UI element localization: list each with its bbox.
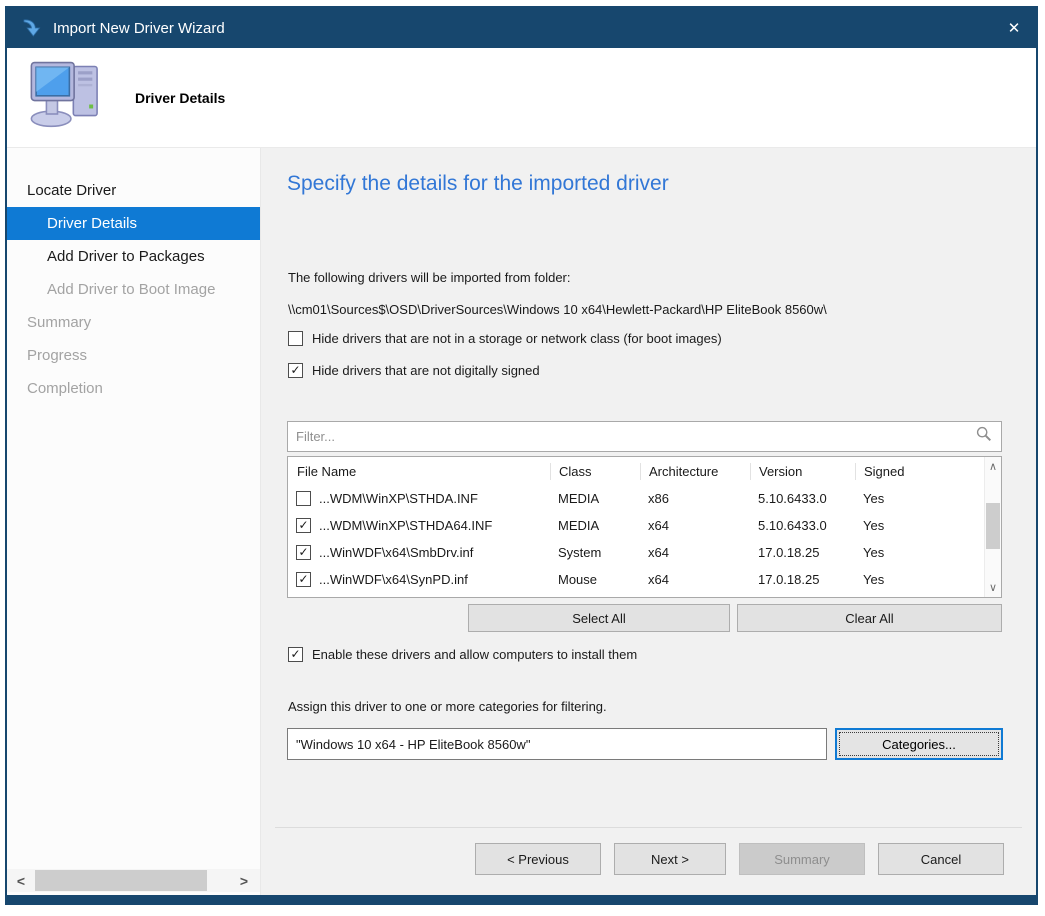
scrollbar-thumb[interactable] <box>986 503 1000 549</box>
nav-item-progress: Progress <box>27 347 88 364</box>
title-bar: Import New Driver Wizard ✕ <box>7 8 1036 48</box>
cell-signed: Yes <box>863 491 885 506</box>
column-header-class[interactable]: Class <box>550 462 640 480</box>
cell-version: 17.0.18.25 <box>758 572 820 587</box>
hide-unsigned-label: Hide drivers that are not digitally sign… <box>312 363 540 378</box>
clear-all-button[interactable]: Clear All <box>737 604 1002 632</box>
cell-architecture: x64 <box>648 572 669 587</box>
scrollbar-right-icon[interactable]: > <box>239 872 249 889</box>
wizard-window: Import New Driver Wizard ✕ Driver Detail… <box>5 6 1038 905</box>
hide-storage-checkbox[interactable] <box>288 331 303 346</box>
page-title: Driver Details <box>135 89 226 106</box>
page-heading: Specify the details for the imported dri… <box>287 172 669 195</box>
wizard-body: Locate Driver Driver Details Add Driver … <box>7 148 1036 895</box>
table-row[interactable]: ...WinWDF\x64\SynPD.inf Mouse x64 17.0.1… <box>288 566 1001 593</box>
close-icon[interactable]: ✕ <box>1007 20 1021 37</box>
previous-button[interactable]: < Previous <box>475 843 601 875</box>
row-checkbox[interactable] <box>296 518 311 533</box>
wizard-sidebar: Locate Driver Driver Details Add Driver … <box>7 148 260 895</box>
row-checkbox[interactable] <box>296 491 311 506</box>
table-row[interactable]: ...WinWDF\x64\SmbDrv.inf System x64 17.0… <box>288 539 1001 566</box>
driver-table: File Name Class Architecture Version Sig… <box>287 456 1002 598</box>
cancel-button[interactable]: Cancel <box>878 843 1004 875</box>
scrollbar-left-icon[interactable]: < <box>16 872 26 889</box>
enable-drivers-label: Enable these drivers and allow computers… <box>312 647 638 662</box>
table-vertical-scrollbar[interactable]: ∧ ∨ <box>984 457 1001 597</box>
hide-storage-label: Hide drivers that are not in a storage o… <box>312 331 722 346</box>
nav-item-summary: Summary <box>27 314 92 331</box>
cell-signed: Yes <box>863 518 885 533</box>
column-header-file-name[interactable]: File Name <box>297 463 357 479</box>
wizard-nav: Locate Driver Driver Details Add Driver … <box>7 148 260 405</box>
categories-button[interactable]: Categories... <box>835 728 1003 760</box>
enable-drivers-checkbox[interactable] <box>288 647 303 662</box>
import-arrow-icon <box>21 17 43 39</box>
cell-version: 5.10.6433.0 <box>758 518 827 533</box>
window-title: Import New Driver Wizard <box>53 19 225 37</box>
column-header-signed[interactable]: Signed <box>855 462 983 480</box>
cell-class: MEDIA <box>558 518 600 533</box>
nav-item-driver-details[interactable]: Driver Details <box>7 207 260 240</box>
cell-file-name: ...WinWDF\x64\SmbDrv.inf <box>319 545 474 560</box>
row-checkbox[interactable] <box>296 572 311 587</box>
cell-file-name: ...WDM\WinXP\STHDA.INF <box>319 491 478 506</box>
filter-box <box>287 421 1002 452</box>
cell-class: Mouse <box>558 572 598 587</box>
bottom-border-strip <box>7 895 1036 903</box>
footer-separator <box>275 827 1022 828</box>
table-row[interactable]: ...WDM\WinXP\STHDA64.INF MEDIA x64 5.10.… <box>288 512 1001 539</box>
filter-input[interactable] <box>288 429 976 444</box>
nav-item-locate-driver[interactable]: Locate Driver <box>27 182 117 199</box>
cell-class: MEDIA <box>558 491 600 506</box>
cell-file-name: ...WDM\WinXP\STHDA64.INF <box>319 518 493 533</box>
column-header-architecture[interactable]: Architecture <box>640 462 750 480</box>
enable-drivers-checkbox-row: Enable these drivers and allow computers… <box>288 647 637 662</box>
select-all-button[interactable]: Select All <box>468 604 730 632</box>
cell-signed: Yes <box>863 572 885 587</box>
folder-intro-text: The following drivers will be imported f… <box>288 270 571 285</box>
table-row[interactable]: ...WDM\WinXP\STHDA.INF MEDIA x86 5.10.64… <box>288 485 1001 512</box>
summary-button: Summary <box>739 843 865 875</box>
folder-path-text: \\cm01\Sources$\OSD\DriverSources\Window… <box>288 302 827 317</box>
hide-unsigned-checkbox-row: Hide drivers that are not digitally sign… <box>288 363 540 378</box>
column-header-version[interactable]: Version <box>750 462 855 480</box>
nav-item-completion: Completion <box>27 380 103 397</box>
categories-field[interactable] <box>287 728 827 760</box>
next-button[interactable]: Next > <box>614 843 726 875</box>
sidebar-horizontal-scrollbar[interactable]: < > <box>7 869 260 892</box>
hide-unsigned-checkbox[interactable] <box>288 363 303 378</box>
nav-item-add-driver-to-boot-image: Add Driver to Boot Image <box>47 281 216 298</box>
cell-version: 17.0.18.25 <box>758 545 820 560</box>
computer-icon <box>29 60 105 135</box>
search-icon <box>976 426 992 447</box>
cell-class: System <box>558 545 602 560</box>
nav-item-add-driver-to-packages[interactable]: Add Driver to Packages <box>47 248 205 265</box>
cell-architecture: x64 <box>648 518 669 533</box>
scrollbar-down-icon[interactable]: ∨ <box>988 582 998 594</box>
wizard-header: Driver Details <box>7 48 1036 148</box>
assign-categories-text: Assign this driver to one or more catego… <box>288 699 607 714</box>
driver-table-header: File Name Class Architecture Version Sig… <box>288 457 1001 485</box>
row-checkbox[interactable] <box>296 545 311 560</box>
hide-storage-checkbox-row: Hide drivers that are not in a storage o… <box>288 331 722 346</box>
scrollbar-up-icon[interactable]: ∧ <box>988 461 998 473</box>
cell-signed: Yes <box>863 545 885 560</box>
footer-buttons: < Previous Next > Summary Cancel <box>475 843 1004 875</box>
cell-architecture: x64 <box>648 545 669 560</box>
cell-architecture: x86 <box>648 491 669 506</box>
cell-file-name: ...WinWDF\x64\SynPD.inf <box>319 572 468 587</box>
main-panel: Specify the details for the imported dri… <box>260 148 1036 895</box>
cell-version: 5.10.6433.0 <box>758 491 827 506</box>
scrollbar-thumb[interactable] <box>35 870 207 891</box>
